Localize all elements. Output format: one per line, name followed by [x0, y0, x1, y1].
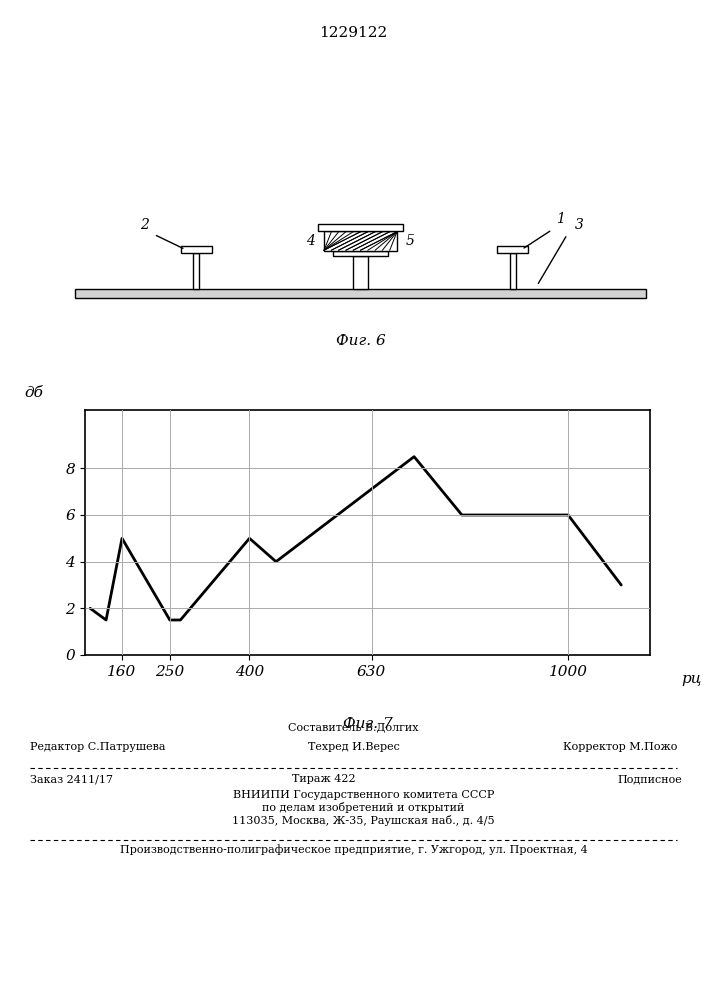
Text: Корректор М.Пожо: Корректор М.Пожо: [563, 742, 677, 752]
Text: по делам изобретений и открытий: по делам изобретений и открытий: [262, 802, 464, 813]
Bar: [75, 289, 646, 298]
Bar: [318, 224, 403, 231]
Text: ВНИИПИ Государственного комитета СССР: ВНИИПИ Государственного комитета СССР: [233, 790, 494, 800]
Text: рц: рц: [682, 672, 702, 686]
Text: 1229122: 1229122: [320, 26, 387, 40]
Text: 113035, Москва, Ж-35, Раушская наб., д. 4/5: 113035, Москва, Ж-35, Раушская наб., д. …: [232, 815, 495, 826]
Bar: [353, 256, 368, 289]
Text: 2: 2: [140, 218, 149, 232]
Text: Фиг. 6: Фиг. 6: [336, 334, 385, 348]
Text: 4: 4: [306, 234, 315, 248]
Text: Техред И.Верес: Техред И.Верес: [308, 742, 399, 752]
Bar: [510, 253, 515, 289]
Bar: [498, 246, 527, 253]
Text: Фиг. 7: Фиг. 7: [343, 717, 392, 731]
Text: Подписное: Подписное: [617, 774, 682, 784]
Text: 3: 3: [575, 218, 583, 232]
Bar: [333, 251, 388, 256]
Text: 5: 5: [407, 234, 415, 248]
Text: Редактор С.Патрушева: Редактор С.Патрушева: [30, 742, 165, 752]
Text: Производственно-полиграфическое предприятие, г. Ужгород, ул. Проектная, 4: Производственно-полиграфическое предприя…: [119, 844, 588, 855]
Text: Составитель В.Долгих: Составитель В.Долгих: [288, 722, 419, 732]
Bar: [181, 246, 211, 253]
Bar: [324, 231, 397, 251]
Text: 1: 1: [556, 212, 565, 226]
Text: Тираж 422: Тираж 422: [292, 774, 356, 784]
Text: Заказ 2411/17: Заказ 2411/17: [30, 774, 113, 784]
Text: дб: дб: [25, 386, 43, 400]
Bar: [194, 253, 199, 289]
